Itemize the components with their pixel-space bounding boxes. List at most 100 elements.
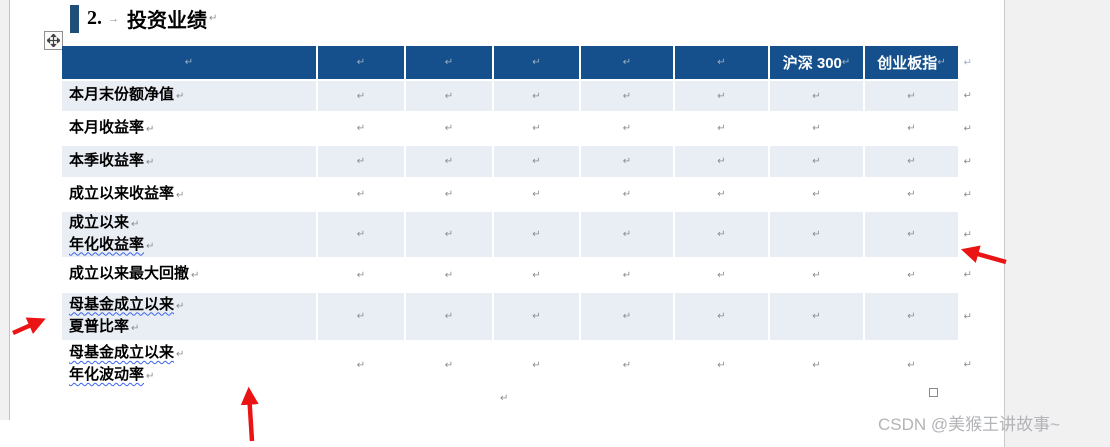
line-end-mark: ↵	[131, 322, 140, 334]
csdn-watermark: CSDN @美猴王讲故事~	[878, 415, 1061, 434]
empty-data-cell[interactable]: ↵	[318, 259, 406, 291]
header-cell-empty[interactable]: ↵	[494, 46, 581, 79]
cell-end-mark: ↵	[907, 311, 916, 322]
empty-data-cell[interactable]: ↵	[865, 342, 958, 388]
empty-data-cell[interactable]: ↵	[406, 81, 494, 111]
cell-end-mark: ↵	[532, 156, 541, 167]
line-end-mark: ↵	[176, 300, 185, 312]
header-cell-empty[interactable]: ↵	[62, 46, 318, 79]
empty-data-cell[interactable]: ↵	[318, 212, 406, 257]
empty-data-cell[interactable]: ↵	[581, 342, 675, 388]
empty-data-cell[interactable]: ↵	[865, 146, 958, 177]
table-row: 母基金成立以来 ↵ 夏普比率 ↵ ↵ ↵ ↵ ↵ ↵ ↵ ↵ ↵	[62, 293, 972, 342]
row-label-cell[interactable]: 成立以来最大回撤 ↵	[62, 259, 318, 291]
empty-data-cell[interactable]: ↵	[581, 212, 675, 257]
empty-data-cell[interactable]: ↵	[865, 259, 958, 291]
row-label-cell[interactable]: 成立以来 ↵ 年化收益率 ↵	[62, 212, 318, 257]
empty-data-cell[interactable]: ↵	[865, 81, 958, 111]
empty-data-cell[interactable]: ↵	[494, 113, 581, 144]
empty-data-cell[interactable]: ↵	[318, 293, 406, 340]
empty-data-cell[interactable]: ↵	[494, 81, 581, 111]
row-label-text: 成立以来	[69, 213, 130, 231]
cell-end-mark: ↵	[907, 229, 916, 240]
header-cell-创业板指[interactable]: 创业板指 ↵	[865, 46, 958, 79]
row-label-cell[interactable]: 成立以来收益率 ↵	[62, 179, 318, 210]
empty-data-cell[interactable]: ↵	[318, 342, 406, 388]
empty-data-cell[interactable]: ↵	[581, 259, 675, 291]
cell-end-mark: ↵	[812, 229, 821, 240]
row-label-cell[interactable]: 本月收益率 ↵	[62, 113, 318, 144]
header-cell-沪深 300[interactable]: 沪深 300 ↵	[770, 46, 865, 79]
cell-end-mark: ↵	[444, 189, 454, 200]
cell-end-mark: ↵	[444, 311, 454, 322]
empty-data-cell[interactable]: ↵	[318, 146, 406, 177]
empty-data-cell[interactable]: ↵	[406, 179, 494, 210]
empty-data-cell[interactable]: ↵	[770, 212, 865, 257]
row-label-cell[interactable]: 本季收益率 ↵	[62, 146, 318, 177]
cell-end-mark: ↵	[356, 189, 366, 200]
empty-data-cell[interactable]: ↵	[770, 146, 865, 177]
end-of-row-mark: ↵	[963, 90, 972, 102]
header-cell-empty[interactable]: ↵	[675, 46, 770, 79]
empty-data-cell[interactable]: ↵	[406, 113, 494, 144]
header-cell-empty[interactable]: ↵	[406, 46, 494, 79]
empty-data-cell[interactable]: ↵	[494, 293, 581, 340]
empty-data-cell[interactable]: ↵	[494, 259, 581, 291]
row-label-cell[interactable]: 母基金成立以来 ↵ 夏普比率 ↵	[62, 293, 318, 340]
empty-data-cell[interactable]: ↵	[865, 113, 958, 144]
empty-data-cell[interactable]: ↵	[675, 81, 770, 111]
cell-end-mark: ↵	[812, 359, 821, 371]
cell-end-mark: ↵	[444, 359, 454, 371]
empty-data-cell[interactable]: ↵	[865, 179, 958, 210]
empty-data-cell[interactable]: ↵	[675, 113, 770, 144]
table-move-handle[interactable]	[44, 31, 63, 50]
empty-data-cell[interactable]: ↵	[318, 113, 406, 144]
empty-data-cell[interactable]: ↵	[581, 146, 675, 177]
empty-data-cell[interactable]: ↵	[675, 342, 770, 388]
empty-data-cell[interactable]: ↵	[581, 81, 675, 111]
empty-data-cell[interactable]: ↵	[494, 179, 581, 210]
header-cell-empty[interactable]: ↵	[318, 46, 406, 79]
row-label-text: 本季收益率	[69, 151, 145, 169]
row-label-text: 成立以来最大回撤	[69, 265, 190, 282]
empty-data-cell[interactable]: ↵	[770, 293, 865, 340]
empty-data-cell[interactable]: ↵	[406, 293, 494, 340]
empty-data-cell[interactable]: ↵	[494, 342, 581, 388]
empty-data-cell[interactable]: ↵	[581, 113, 675, 144]
label-line: 本月收益率 ↵	[69, 118, 154, 140]
cell-end-mark: ↵	[812, 123, 821, 134]
empty-data-cell[interactable]: ↵	[406, 259, 494, 291]
table-header-row: ↵ ↵ ↵ ↵ ↵ ↵ 沪深 300 ↵ 创业板指 ↵ ↵	[62, 46, 972, 81]
row-label-cell[interactable]: 本月末份额净值 ↵	[62, 81, 318, 111]
empty-data-cell[interactable]: ↵	[675, 293, 770, 340]
empty-data-cell[interactable]: ↵	[318, 179, 406, 210]
end-of-row-mark: ↵	[963, 229, 972, 240]
empty-data-cell[interactable]: ↵	[865, 212, 958, 257]
empty-data-cell[interactable]: ↵	[581, 179, 675, 210]
empty-data-cell[interactable]: ↵	[406, 212, 494, 257]
empty-data-cell[interactable]: ↵	[865, 293, 958, 340]
empty-data-cell[interactable]: ↵	[770, 179, 865, 210]
line-end-mark: ↵	[176, 91, 185, 102]
empty-data-cell[interactable]: ↵	[675, 212, 770, 257]
empty-data-cell[interactable]: ↵	[406, 342, 494, 388]
header-cell-empty[interactable]: ↵	[581, 46, 675, 79]
cell-end-mark: ↵	[622, 90, 632, 102]
empty-data-cell[interactable]: ↵	[494, 212, 581, 257]
row-label-cell[interactable]: 母基金成立以来 ↵ 年化波动率 ↵	[62, 342, 318, 388]
cell-end-mark: ↵	[907, 156, 916, 167]
empty-data-cell[interactable]: ↵	[770, 81, 865, 111]
empty-data-cell[interactable]: ↵	[494, 146, 581, 177]
empty-data-cell[interactable]: ↵	[318, 81, 406, 111]
empty-data-cell[interactable]: ↵	[770, 342, 865, 388]
empty-data-cell[interactable]: ↵	[581, 293, 675, 340]
empty-data-cell[interactable]: ↵	[406, 146, 494, 177]
empty-data-cell[interactable]: ↵	[770, 113, 865, 144]
cell-end-mark: ↵	[356, 229, 366, 240]
empty-data-cell[interactable]: ↵	[675, 259, 770, 291]
label-line: 成立以来收益率 ↵	[69, 184, 184, 206]
cell-end-mark: ↵	[937, 57, 946, 68]
empty-data-cell[interactable]: ↵	[675, 179, 770, 210]
empty-data-cell[interactable]: ↵	[770, 259, 865, 291]
empty-data-cell[interactable]: ↵	[675, 146, 770, 177]
